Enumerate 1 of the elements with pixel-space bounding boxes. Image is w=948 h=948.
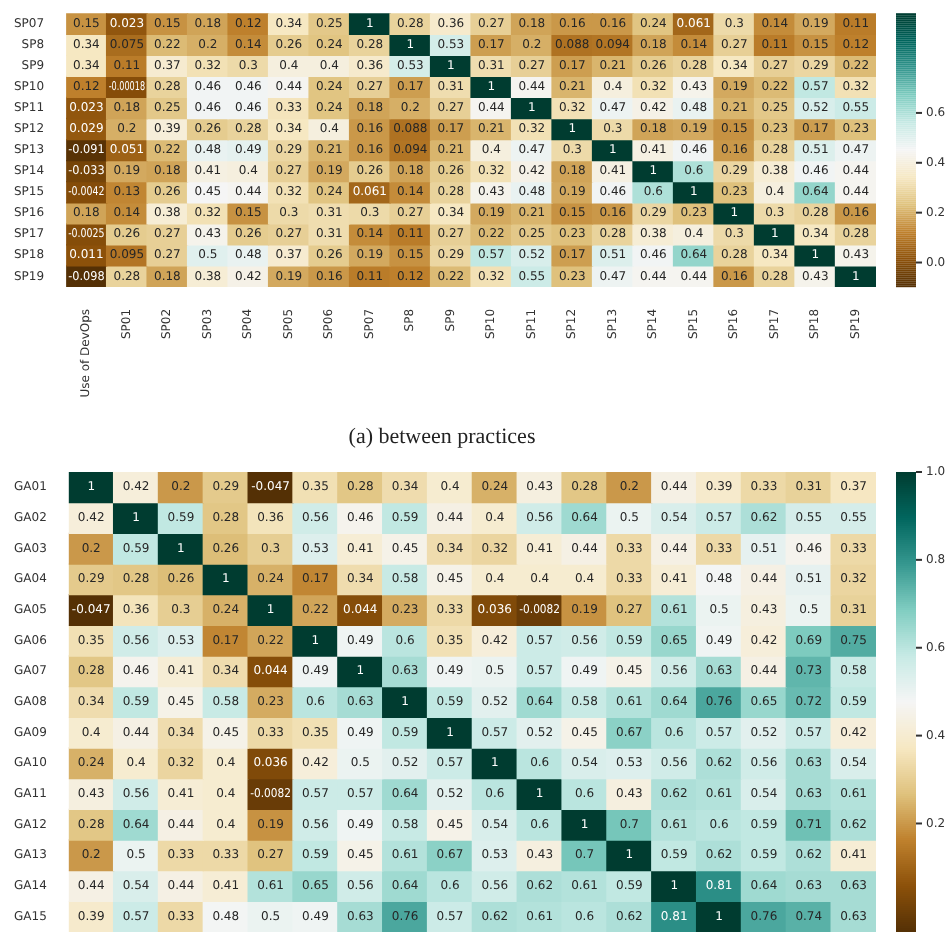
text: (a) between practices xyxy=(348,424,536,449)
